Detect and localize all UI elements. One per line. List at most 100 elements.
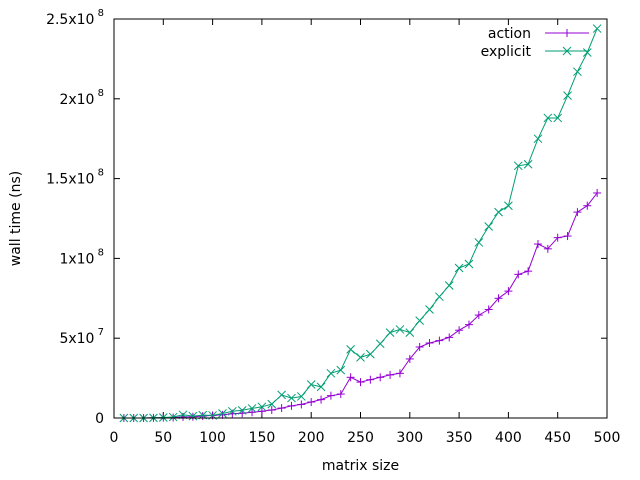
data-point-explicit (474, 238, 484, 247)
data-point-explicit (385, 328, 395, 337)
data-point-explicit (306, 380, 316, 389)
data-point-action (405, 354, 414, 363)
data-point-action (474, 311, 483, 320)
data-point-action (573, 208, 582, 217)
data-point-explicit (356, 352, 365, 362)
legend-item-explicit: explicit (481, 44, 589, 60)
data-point-explicit (267, 399, 277, 409)
data-point-explicit (523, 159, 533, 169)
data-point-explicit (316, 382, 326, 392)
legend-marker (562, 46, 572, 56)
data-point-action (248, 408, 257, 417)
x-tick-label: 300 (396, 430, 423, 446)
data-point-explicit (296, 392, 306, 401)
x-tick-label: 400 (495, 430, 522, 446)
x-tick-label: 350 (446, 430, 473, 446)
data-point-action (179, 412, 188, 421)
data-point-action (563, 232, 572, 241)
data-point-explicit (563, 91, 572, 100)
data-point-action (395, 369, 404, 378)
series-explicit (119, 24, 602, 423)
data-point-action (386, 370, 395, 379)
data-point-action (464, 320, 473, 329)
data-point-action (543, 244, 552, 253)
x-tick-label: 200 (298, 430, 325, 446)
data-point-explicit (178, 410, 188, 420)
y-tick-label: 5x10 7 (59, 327, 104, 347)
data-point-explicit (257, 402, 267, 412)
y-tick-exponent: 7 (94, 327, 104, 338)
y-tick-mantissa: 2x10 (59, 92, 94, 108)
y-tick-mantissa: 1x10 (59, 251, 94, 267)
x-axis-label: matrix size (322, 458, 399, 474)
data-point-explicit (375, 339, 385, 349)
data-point-explicit (405, 328, 415, 337)
data-point-explicit (504, 201, 513, 211)
y-tick-label: 1.5x10 8 (46, 168, 104, 188)
data-point-explicit (237, 405, 247, 415)
data-point-explicit (247, 404, 257, 413)
data-point-explicit (573, 67, 582, 77)
data-point-action (307, 398, 316, 407)
data-point-action (317, 395, 326, 404)
data-point-action (346, 373, 355, 382)
y-tick-exponent: 8 (94, 8, 104, 19)
x-tick-label: 250 (347, 430, 374, 446)
y-tick-exponent: 8 (94, 247, 104, 258)
data-point-explicit (277, 390, 286, 400)
legend-marker (563, 29, 571, 37)
data-point-explicit (553, 113, 563, 123)
series-line-explicit (123, 28, 598, 419)
x-tick-label: 150 (249, 430, 276, 446)
data-point-action (297, 400, 306, 409)
data-point-explicit (366, 349, 375, 359)
legend: action explicit (481, 26, 589, 60)
data-point-action (376, 373, 385, 382)
data-point-explicit (188, 411, 198, 421)
data-point-action (435, 336, 444, 345)
data-point-explicit (484, 222, 494, 231)
legend-label: action (488, 26, 531, 42)
data-point-explicit (218, 409, 227, 418)
data-point-action (484, 305, 493, 314)
data-point-action (504, 287, 513, 296)
y-axis-label: wall time (ns) (8, 171, 24, 266)
x-tick-label: 0 (110, 430, 119, 446)
data-point-explicit (464, 259, 474, 269)
data-point-action (583, 201, 592, 210)
x-tick-label: 450 (544, 430, 571, 446)
data-point-explicit (582, 48, 592, 57)
y-tick-mantissa: 1.5x10 (46, 172, 94, 188)
data-point-action (553, 233, 562, 242)
data-point-explicit (395, 325, 405, 334)
y-tick-label: 2x10 8 (59, 88, 104, 108)
data-point-explicit (543, 113, 553, 123)
x-tick-label: 50 (154, 430, 172, 446)
data-point-explicit (168, 412, 178, 422)
y-tick-exponent: 8 (94, 88, 104, 99)
y-tick-mantissa: 2.5x10 (46, 12, 94, 28)
data-point-action (287, 401, 296, 410)
data-point-explicit (227, 406, 237, 416)
data-point-action (494, 294, 503, 303)
legend-item-action: action (488, 26, 589, 42)
data-point-explicit (592, 24, 602, 33)
x-axis-ticks: 0 50 100 150 200 250 300 350 400 450 500 (110, 19, 621, 446)
y-tick-exponent: 8 (94, 168, 104, 179)
series-action (119, 188, 602, 422)
x-tick-label: 100 (199, 430, 226, 446)
data-point-explicit (454, 263, 464, 273)
data-point-explicit (435, 292, 444, 302)
data-point-explicit (415, 316, 425, 325)
series-layer (119, 24, 602, 423)
data-point-action (533, 240, 542, 249)
data-point-explicit (425, 305, 434, 314)
data-point-action (218, 410, 227, 419)
data-point-action (277, 404, 286, 413)
x-tick-label: 500 (594, 430, 621, 446)
plot-border (113, 18, 608, 419)
y-tick-mantissa: 5x10 (59, 331, 94, 347)
data-point-explicit (533, 134, 543, 144)
